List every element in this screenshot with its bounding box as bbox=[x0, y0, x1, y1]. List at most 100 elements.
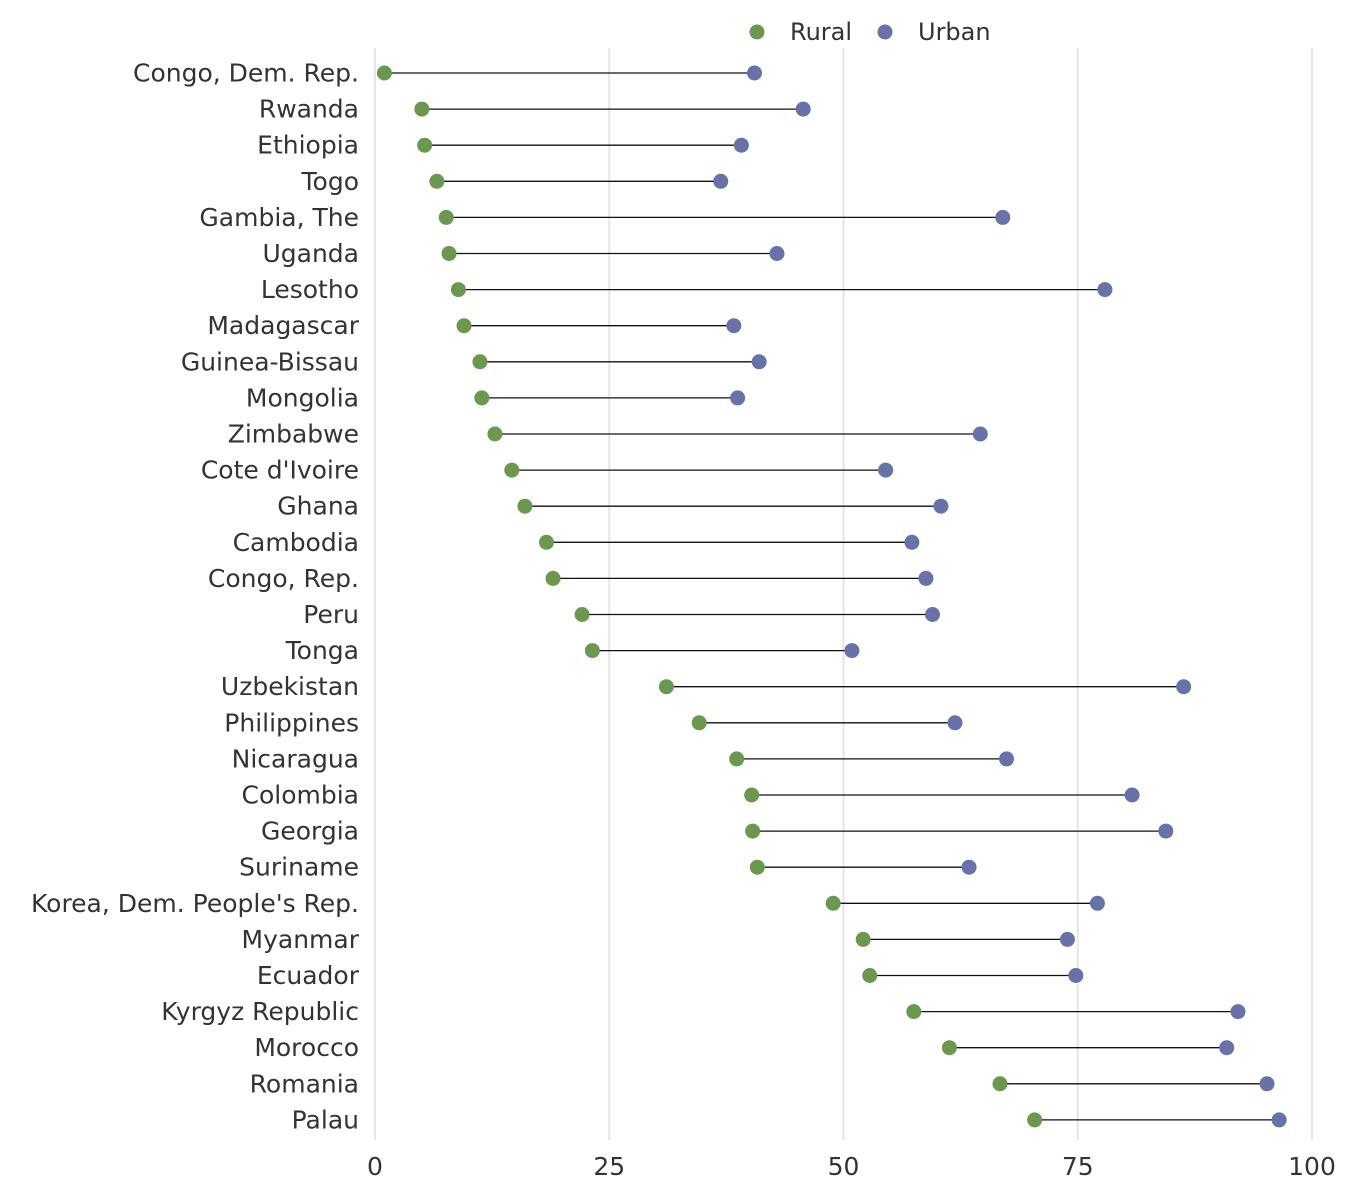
data-row: Philippines bbox=[224, 708, 963, 737]
data-row: Palau bbox=[292, 1105, 1287, 1134]
legend-urban: Urban bbox=[877, 18, 991, 46]
country-label: Ethiopia bbox=[257, 131, 359, 160]
x-tick-label: 25 bbox=[593, 1152, 625, 1181]
rural-point bbox=[745, 823, 761, 839]
urban-point bbox=[904, 534, 920, 550]
data-row: Guinea-Bissau bbox=[181, 347, 767, 376]
country-label: Zimbabwe bbox=[228, 420, 359, 449]
country-label: Kyrgyz Republic bbox=[161, 997, 359, 1026]
data-row: Colombia bbox=[242, 781, 1140, 810]
urban-point bbox=[918, 570, 934, 586]
legend-marker bbox=[877, 24, 893, 40]
country-label: Nicaragua bbox=[232, 744, 359, 773]
rural-point bbox=[487, 426, 503, 442]
country-label: Congo, Dem. Rep. bbox=[133, 59, 359, 88]
x-tick-label: 75 bbox=[1062, 1152, 1094, 1181]
data-row: Cambodia bbox=[233, 528, 920, 557]
urban-point bbox=[1059, 931, 1075, 947]
rural-point bbox=[941, 1040, 957, 1056]
urban-point bbox=[769, 246, 785, 261]
data-row: Suriname bbox=[239, 853, 977, 882]
country-label: Uganda bbox=[262, 239, 359, 268]
rural-point bbox=[438, 209, 454, 225]
rural-point bbox=[441, 246, 457, 261]
rural-point bbox=[545, 570, 561, 586]
country-label: Colombia bbox=[242, 781, 359, 810]
country-label: Rwanda bbox=[259, 95, 359, 124]
data-row: Zimbabwe bbox=[228, 420, 988, 449]
urban-point bbox=[1176, 679, 1192, 695]
x-tick-label: 100 bbox=[1288, 1152, 1336, 1181]
data-row: Congo, Dem. Rep. bbox=[133, 59, 762, 88]
rural-point bbox=[825, 895, 841, 911]
country-label: Suriname bbox=[239, 853, 359, 882]
rural-point bbox=[472, 354, 488, 370]
country-label: Togo bbox=[301, 167, 359, 196]
data-row: Myanmar bbox=[242, 925, 1075, 954]
legend-rural: Rural bbox=[749, 18, 852, 46]
urban-point bbox=[1158, 823, 1174, 839]
urban-point bbox=[1271, 1112, 1287, 1128]
data-row: Gambia, The bbox=[199, 203, 1011, 232]
urban-point bbox=[925, 607, 941, 622]
country-label: Madagascar bbox=[207, 311, 359, 340]
urban-point bbox=[947, 715, 963, 731]
country-label: Congo, Rep. bbox=[208, 564, 359, 593]
urban-point bbox=[1089, 895, 1105, 911]
rural-point bbox=[417, 137, 433, 153]
data-row: Ghana bbox=[277, 492, 949, 521]
country-label: Mongolia bbox=[246, 383, 359, 412]
data-row: Congo, Rep. bbox=[208, 564, 934, 593]
rural-point bbox=[691, 715, 707, 731]
urban-point bbox=[999, 751, 1015, 767]
x-tick-label: 0 bbox=[367, 1152, 383, 1181]
data-row: Ethiopia bbox=[257, 131, 749, 160]
legend-label: Urban bbox=[918, 18, 991, 46]
x-axis-tick-labels: 0 25 50 75 100 bbox=[367, 1152, 1336, 1181]
data-row: Tonga bbox=[285, 636, 860, 665]
data-row: Cote d'Ivoire bbox=[201, 456, 894, 485]
rural-point bbox=[376, 65, 392, 81]
data-row: Georgia bbox=[261, 817, 1174, 846]
urban-point bbox=[995, 209, 1011, 225]
urban-point bbox=[933, 498, 949, 514]
grid-layer bbox=[374, 48, 1313, 1140]
rural-point bbox=[504, 462, 520, 478]
urban-point bbox=[844, 643, 860, 659]
rural-point bbox=[744, 787, 760, 803]
urban-point bbox=[733, 137, 749, 153]
urban-point bbox=[1124, 787, 1140, 803]
country-label: Gambia, The bbox=[199, 203, 359, 232]
urban-point bbox=[1097, 282, 1113, 298]
rural-point bbox=[992, 1076, 1008, 1092]
legend-marker bbox=[749, 24, 765, 40]
data-row: Mongolia bbox=[246, 383, 746, 412]
data-row: Togo bbox=[301, 167, 729, 196]
urban-point bbox=[726, 318, 742, 334]
data-row: Ecuador bbox=[257, 961, 1084, 990]
rural-point bbox=[474, 390, 490, 406]
rural-point bbox=[906, 1004, 922, 1020]
country-label: Cote d'Ivoire bbox=[201, 456, 359, 485]
urban-point bbox=[746, 65, 762, 81]
data-row: Kyrgyz Republic bbox=[161, 997, 1246, 1026]
urban-point bbox=[730, 390, 746, 406]
country-label: Georgia bbox=[261, 817, 359, 846]
data-row: Madagascar bbox=[207, 311, 742, 340]
rural-point bbox=[749, 859, 765, 875]
rural-point bbox=[729, 751, 745, 767]
legend: Rural Urban bbox=[749, 18, 991, 46]
rural-point bbox=[450, 282, 466, 298]
rural-point bbox=[538, 534, 554, 550]
rural-point bbox=[414, 101, 430, 117]
rural-point bbox=[429, 173, 445, 189]
data-rows: Congo, Dem. Rep. Rwanda Ethiopia Togo Gambia… bbox=[31, 59, 1287, 1134]
urban-point bbox=[972, 426, 988, 442]
data-row: Lesotho bbox=[261, 275, 1113, 304]
urban-point bbox=[795, 101, 811, 117]
data-row: Uganda bbox=[262, 239, 785, 268]
urban-point bbox=[713, 173, 729, 189]
urban-point bbox=[1259, 1076, 1275, 1092]
